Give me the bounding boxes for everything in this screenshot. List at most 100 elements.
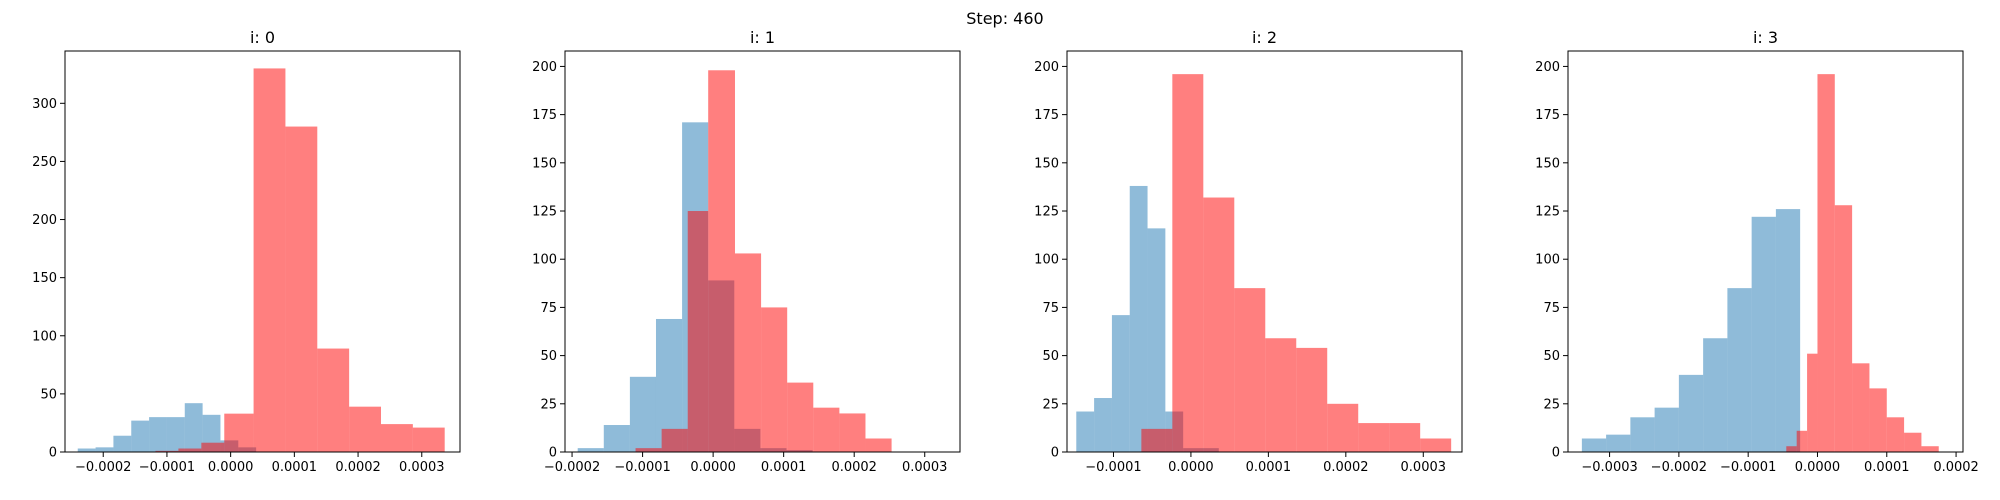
x-tick-label: 0.0002 [335, 460, 381, 475]
histogram-bar [635, 448, 662, 452]
histogram-bar [178, 448, 202, 452]
histogram-bar [1094, 398, 1112, 452]
histogram-bar [603, 425, 630, 452]
y-tick-label: 175 [532, 108, 557, 123]
histogram-bar [1147, 228, 1166, 452]
histogram-bar [1654, 407, 1679, 452]
histogram-bar [1420, 438, 1452, 452]
chart-panel-0: 0 50 100 150 200 250 300 −0.0002 −0.0001 0.0000 0.… [32, 28, 461, 475]
histogram-bar [1581, 438, 1607, 452]
y-tick-label: 50 [540, 349, 557, 364]
histogram-bar [1678, 374, 1704, 452]
y-tick-label: 125 [532, 205, 557, 220]
x-tick-label: −0.0002 [544, 460, 600, 475]
histogram-bar [1921, 446, 1939, 452]
x-tick-label: −0.0001 [614, 460, 670, 475]
histogram-bar [1869, 388, 1887, 452]
histogram-bar [381, 424, 413, 452]
histogram-bar [253, 68, 286, 453]
histogram-bar [349, 406, 381, 452]
histogram-bar [155, 450, 179, 452]
series-red [1141, 74, 1452, 452]
figure-suptitle: Step: 460 [966, 9, 1043, 28]
series-blue [1581, 209, 1801, 452]
x-tick-label: 0.0001 [1246, 460, 1292, 475]
histogram-bar [1265, 338, 1297, 452]
x-tick-label: 0.0003 [902, 460, 948, 475]
y-tick-label: 200 [1535, 60, 1560, 75]
histogram-bar [1904, 432, 1922, 452]
histogram-bar [131, 420, 150, 452]
y-tick-label: 150 [532, 156, 557, 171]
x-tick-label: 0.0002 [1323, 460, 1369, 475]
histogram-bar [1606, 434, 1631, 452]
series-red [635, 70, 892, 452]
histogram-bar [1076, 411, 1095, 452]
histogram-bar [1203, 197, 1235, 452]
y-tick-label: 25 [1042, 397, 1059, 412]
x-tick-label: −0.0002 [75, 460, 131, 475]
histogram-bar [1358, 423, 1390, 452]
y-tick-label: 250 [32, 155, 57, 170]
y-tick-label: 25 [540, 397, 557, 412]
y-tick-label: 75 [540, 301, 557, 316]
histogram-bar [1817, 74, 1835, 452]
histogram-bar [166, 417, 185, 452]
panel-title: i: 3 [1753, 28, 1778, 47]
x-tick-label: 0.0001 [761, 460, 807, 475]
histogram-bar [761, 307, 788, 452]
y-tick-label: 200 [32, 213, 57, 228]
histogram-bar [1296, 347, 1328, 452]
x-tick-label: −0.0001 [139, 460, 195, 475]
x-tick-label: −0.0003 [1581, 460, 1637, 475]
histogram-bar [1141, 428, 1173, 452]
histogram-bar [1852, 363, 1870, 452]
y-tick-label: 150 [1034, 156, 1059, 171]
y-tick-label: 50 [40, 387, 57, 402]
histogram-bar [412, 427, 445, 452]
histogram-bar [577, 448, 604, 452]
histogram-bar [734, 253, 762, 452]
histogram-bar [77, 448, 96, 452]
histogram-bar [201, 442, 225, 452]
histogram-bar [1172, 74, 1204, 452]
y-tick-label: 25 [1543, 397, 1560, 412]
x-tick-label: 0.0001 [272, 460, 318, 475]
panel-title: i: 1 [750, 28, 775, 47]
series-red [155, 68, 445, 453]
y-tick-label: 100 [1034, 253, 1059, 268]
histogram-bar [1751, 216, 1776, 452]
histogram-bar [629, 376, 656, 452]
histogram-bar [149, 417, 167, 452]
histogram-bar [1234, 288, 1266, 452]
y-tick-label: 0 [1051, 446, 1059, 461]
chart-panel-1: 0 25 50 75 100 125 150 175 200 −0.0002 −0.0001 0.00… [532, 28, 961, 475]
axes-frame [1066, 50, 1463, 453]
histogram-bar [1111, 315, 1130, 452]
series-red [1786, 74, 1939, 452]
histogram-bar [285, 126, 318, 453]
x-tick-label: 0.0001 [1864, 460, 1910, 475]
x-tick-label: 0.0000 [1168, 460, 1214, 475]
histogram-bar [1834, 205, 1853, 452]
histogram-bar [839, 413, 866, 452]
y-tick-label: 0 [49, 446, 57, 461]
histogram-bar [1389, 423, 1421, 452]
y-tick-label: 50 [1042, 349, 1059, 364]
y-tick-label: 175 [1535, 108, 1560, 123]
histogram-bar [95, 447, 114, 452]
y-tick-label: 100 [32, 329, 57, 344]
histogram-bar [317, 348, 350, 452]
y-tick-label: 0 [549, 446, 557, 461]
panel-title: i: 0 [250, 28, 275, 47]
histogram-bar [1807, 353, 1818, 452]
x-tick-label: 0.0003 [399, 460, 445, 475]
histogram-bar [1630, 417, 1655, 452]
y-tick-label: 100 [1535, 253, 1560, 268]
x-tick-label: 0.0000 [690, 460, 736, 475]
chart-panel-2: 0 25 50 75 100 125 150 175 200 −0.0001 0.0000 0.000… [1034, 28, 1463, 475]
y-tick-label: 150 [1535, 156, 1560, 171]
x-tick-label: −0.0001 [1085, 460, 1141, 475]
chart-panel-3: 0 25 50 75 100 125 150 175 200 −0.0003 −0.0002 −0.0… [1535, 28, 1979, 475]
y-tick-label: 100 [532, 253, 557, 268]
